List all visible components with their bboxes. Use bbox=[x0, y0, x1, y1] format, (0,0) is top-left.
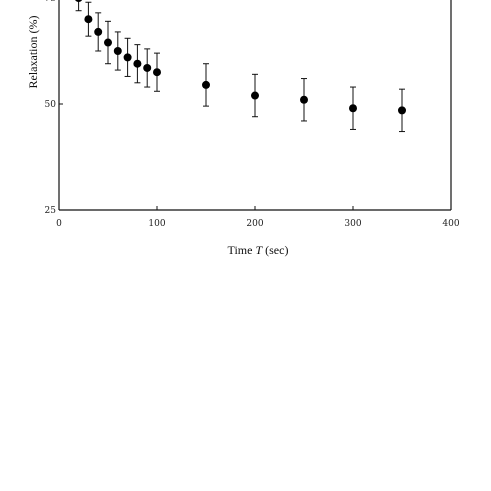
data-point bbox=[94, 27, 103, 36]
data-point bbox=[251, 91, 259, 100]
x-tick-label: 200 bbox=[246, 219, 263, 229]
x-tick-label: 0 bbox=[56, 219, 62, 229]
ticks: 0 100 200 300 400 25 50 75 bbox=[45, 0, 460, 229]
x-axis-title: Time T (sec) bbox=[228, 243, 289, 257]
data-points bbox=[75, 0, 406, 115]
data-point bbox=[84, 15, 93, 24]
y-tick-label: 25 bbox=[45, 206, 57, 216]
data-point bbox=[123, 53, 132, 62]
data-point bbox=[143, 63, 152, 72]
error-bar bbox=[75, 0, 82, 12]
y-tick-label: 75 bbox=[45, 0, 57, 4]
y-axis-title: Relaxation (%) bbox=[26, 16, 40, 89]
data-point bbox=[75, 0, 83, 2]
data-point bbox=[104, 38, 112, 47]
x-tick-label: 100 bbox=[148, 219, 165, 229]
y-tick-label: 50 bbox=[45, 100, 57, 110]
data-point bbox=[398, 106, 406, 115]
data-point bbox=[349, 104, 357, 113]
data-point bbox=[133, 59, 142, 68]
x-tick-label: 300 bbox=[344, 219, 361, 229]
data-point bbox=[202, 80, 210, 89]
data-point bbox=[153, 68, 161, 77]
data-point bbox=[113, 47, 122, 55]
x-tick-label: 400 bbox=[442, 219, 459, 229]
data-point bbox=[300, 95, 308, 104]
